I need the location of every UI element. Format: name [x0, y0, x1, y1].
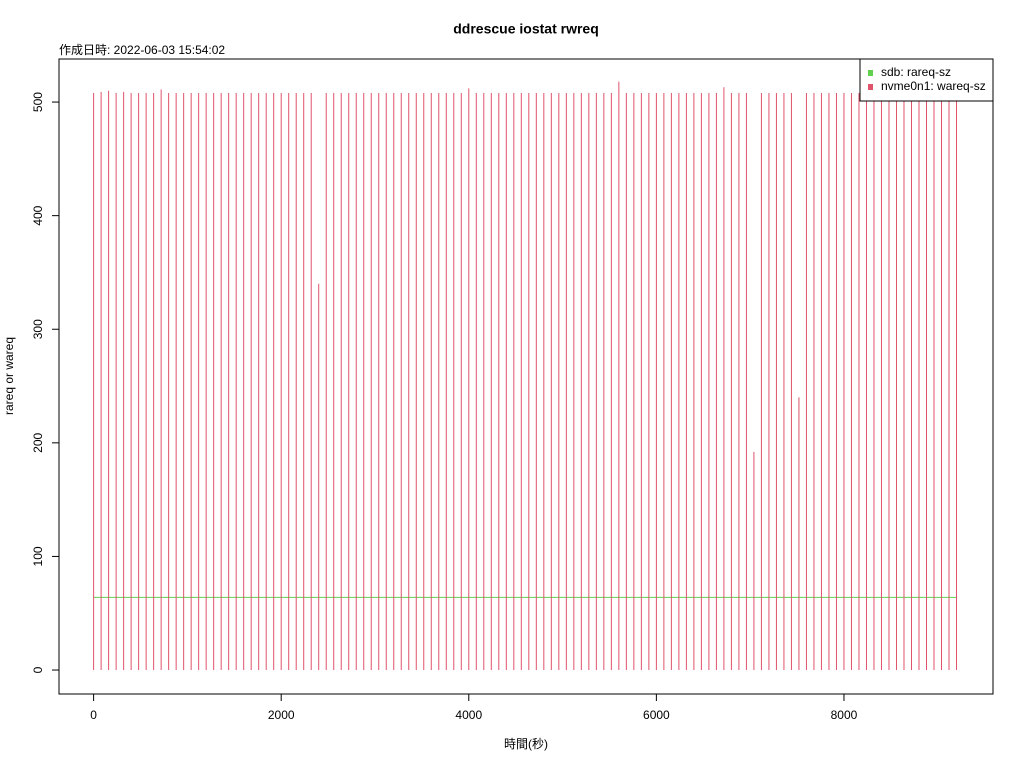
- legend-label: sdb: rareq-sz: [881, 65, 951, 79]
- y-tick-label: 0: [31, 666, 45, 673]
- x-axis-label: 時間(秒): [504, 737, 548, 751]
- legend-box: [859, 58, 994, 102]
- legend-label: nvme0n1: wareq-sz: [881, 79, 986, 93]
- chart-subtitle: 作成日時: 2022-06-03 15:54:02: [59, 43, 225, 57]
- x-tick-label: 2000: [268, 708, 295, 722]
- y-tick-label: 300: [31, 319, 45, 339]
- x-tick-label: 8000: [831, 708, 858, 722]
- y-tick-label: 200: [31, 433, 45, 453]
- chart-title: ddrescue iostat rwreq: [453, 21, 599, 37]
- y-axis-label: rareq or wareq: [2, 337, 16, 415]
- legend-swatch: [868, 84, 873, 90]
- plot-frame: [58, 58, 994, 695]
- y-tick-label: 100: [31, 546, 45, 566]
- x-tick-label: 0: [90, 708, 97, 722]
- x-tick-label: 4000: [455, 708, 482, 722]
- y-tick-label: 500: [31, 92, 45, 112]
- y-tick-label: 400: [31, 205, 45, 225]
- legend-swatch: [868, 70, 873, 76]
- x-tick-label: 6000: [643, 708, 670, 722]
